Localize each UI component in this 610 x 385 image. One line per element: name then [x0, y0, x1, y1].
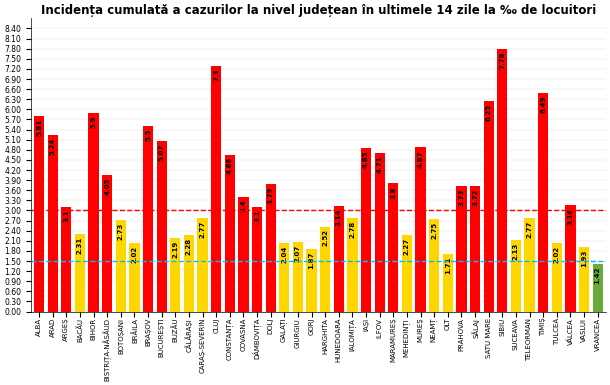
Bar [102, 175, 112, 311]
Bar [34, 116, 44, 311]
Bar [347, 218, 357, 311]
Bar [75, 234, 85, 311]
Text: 4.66: 4.66 [227, 157, 233, 174]
Bar [224, 154, 235, 311]
Bar [470, 186, 480, 311]
Bar [129, 243, 140, 311]
Text: 7.3: 7.3 [213, 68, 219, 81]
Text: 3.72: 3.72 [472, 189, 478, 206]
Text: 2.27: 2.27 [404, 238, 410, 255]
Text: 4.87: 4.87 [417, 150, 423, 167]
Bar [443, 254, 453, 311]
Text: 3.1: 3.1 [63, 210, 70, 222]
Bar [116, 219, 126, 311]
Bar [61, 207, 71, 311]
Text: 2.02: 2.02 [554, 246, 560, 263]
Bar [211, 65, 221, 311]
Bar [538, 93, 548, 311]
Bar [375, 153, 385, 311]
Bar [265, 184, 276, 311]
Title: Incidența cumulată a cazurilor la nivel județean în ultimele 14 zile la ‰ de loc: Incidența cumulată a cazurilor la nivel … [41, 4, 596, 17]
Bar [484, 101, 493, 311]
Text: 3.1: 3.1 [254, 210, 260, 222]
Bar [415, 147, 426, 311]
Text: 2.31: 2.31 [77, 236, 83, 254]
Bar [320, 227, 330, 311]
Text: 4.85: 4.85 [363, 151, 369, 168]
Text: 3.14: 3.14 [336, 208, 342, 226]
Bar [48, 135, 58, 311]
Text: 4.71: 4.71 [376, 156, 382, 173]
Bar [143, 126, 153, 311]
Text: 5.9: 5.9 [90, 116, 96, 128]
Text: 6.25: 6.25 [486, 104, 492, 121]
Bar [511, 240, 521, 311]
Text: 2.52: 2.52 [322, 229, 328, 246]
Text: 3.8: 3.8 [390, 186, 397, 199]
Text: 5.24: 5.24 [49, 138, 56, 155]
Bar [334, 206, 344, 311]
Bar [402, 235, 412, 311]
Bar [429, 219, 439, 311]
Text: 2.28: 2.28 [186, 238, 192, 254]
Text: 2.02: 2.02 [131, 246, 137, 263]
Text: 5.5: 5.5 [145, 129, 151, 141]
Bar [293, 242, 303, 311]
Text: 2.19: 2.19 [172, 241, 178, 258]
Text: 1.42: 1.42 [595, 266, 601, 284]
Text: 2.78: 2.78 [350, 221, 356, 238]
Bar [239, 197, 248, 311]
Bar [565, 205, 575, 311]
Bar [592, 264, 603, 311]
Bar [88, 113, 99, 311]
Text: 4.05: 4.05 [104, 178, 110, 195]
Text: 2.75: 2.75 [431, 222, 437, 239]
Text: 5.81: 5.81 [36, 119, 42, 136]
Bar [184, 235, 194, 311]
Bar [157, 141, 167, 311]
Bar [279, 243, 289, 311]
Bar [579, 246, 589, 311]
Bar [551, 243, 562, 311]
Text: 3.79: 3.79 [268, 186, 274, 204]
Text: 6.49: 6.49 [540, 95, 546, 113]
Text: 3.4: 3.4 [240, 200, 246, 212]
Text: 2.13: 2.13 [513, 243, 519, 260]
Text: 3.73: 3.73 [459, 189, 464, 206]
Text: 1.87: 1.87 [309, 251, 315, 269]
Text: 2.77: 2.77 [526, 221, 533, 238]
Bar [306, 249, 317, 311]
Bar [497, 49, 508, 311]
Bar [252, 207, 262, 311]
Bar [525, 218, 534, 311]
Text: 5.07: 5.07 [159, 143, 165, 161]
Text: 1.93: 1.93 [581, 249, 587, 266]
Text: 3.16: 3.16 [567, 208, 573, 225]
Text: 1.71: 1.71 [445, 257, 451, 274]
Text: 2.77: 2.77 [199, 221, 206, 238]
Text: 7.78: 7.78 [500, 52, 505, 69]
Text: 2.07: 2.07 [295, 244, 301, 262]
Bar [388, 184, 398, 311]
Bar [456, 186, 467, 311]
Bar [170, 238, 181, 311]
Bar [361, 148, 371, 311]
Text: 2.73: 2.73 [118, 222, 124, 239]
Bar [198, 218, 207, 311]
Text: 2.04: 2.04 [281, 246, 287, 263]
